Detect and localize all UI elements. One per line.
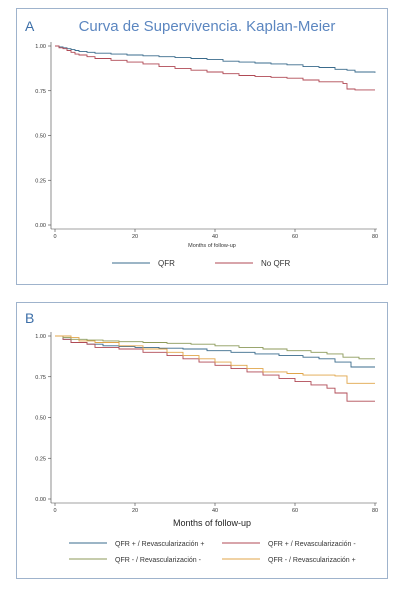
- y-tick-label: 0.00: [35, 497, 46, 503]
- series-line-1: [55, 45, 376, 73]
- x-tick-label: 20: [132, 508, 138, 514]
- y-tick-label: 0.75: [35, 375, 46, 381]
- legend-label-3: QFR - / Revascularización -: [115, 557, 202, 564]
- y-tick-label: 0.50: [35, 416, 46, 422]
- x-tick-label: 20: [132, 234, 138, 240]
- legend-a: QFR No QFR: [112, 259, 291, 268]
- kaplan-meier-chart-a: A Curva de Supervivencia. Kaplan-Meier 0…: [25, 18, 378, 268]
- series-line-2: [55, 45, 375, 91]
- x-tick-label: 40: [212, 234, 218, 240]
- x-tick-label: 0: [53, 234, 56, 240]
- legend-label-1: QFR + / Revascularización +: [115, 541, 204, 548]
- y-tick-label: 0.00: [35, 223, 46, 229]
- panel-letter-b: B: [25, 310, 34, 326]
- x-tick-label: 80: [372, 234, 378, 240]
- y-tick-label: 0.25: [35, 456, 46, 462]
- panel-letter-a: A: [25, 18, 35, 34]
- legend-label-2: QFR + / Revascularización -: [268, 541, 356, 548]
- x-tick-label: 60: [292, 234, 298, 240]
- panel-b: B 0.00 0.25 0.50 0.75 1.00 0 20 40 60 80 Months o…: [16, 302, 388, 579]
- legend-b: QFR + / Revascularización + QFR + / Revas…: [69, 541, 356, 564]
- axes-b: 0.00 0.25 0.50 0.75 1.00 0 20 40 60 80: [35, 332, 378, 514]
- x-tick-label: 40: [212, 508, 218, 514]
- legend-label-1: QFR: [158, 259, 175, 268]
- y-tick-label: 0.50: [35, 134, 46, 140]
- x-tick-label: 80: [372, 508, 378, 514]
- panel-a: A Curva de Supervivencia. Kaplan-Meier 0…: [16, 8, 388, 285]
- series-line-3: [55, 335, 375, 360]
- series-line-4: [55, 335, 375, 384]
- legend-label-4: QFR - / Revascularización +: [268, 557, 356, 564]
- axes-a: 0.00 0.25 0.50 0.75 1.00 0 20 40 60 80: [35, 42, 378, 240]
- series-line-2: [55, 335, 375, 402]
- plot-area-b: [55, 335, 375, 402]
- legend-label-2: No QFR: [261, 259, 291, 268]
- y-tick-label: 1.00: [35, 334, 46, 340]
- x-tick-label: 60: [292, 508, 298, 514]
- plot-area-a: [55, 45, 376, 91]
- x-tick-label: 0: [53, 508, 56, 514]
- y-tick-label: 0.25: [35, 178, 46, 184]
- x-axis-label-b: Months of follow-up: [173, 518, 251, 528]
- y-tick-label: 1.00: [35, 44, 46, 50]
- x-axis-label-a: Months of follow-up: [188, 243, 236, 249]
- chart-title: Curva de Supervivencia. Kaplan-Meier: [79, 18, 336, 35]
- kaplan-meier-chart-b: B 0.00 0.25 0.50 0.75 1.00 0 20 40 60 80 Months o…: [25, 310, 378, 564]
- y-tick-label: 0.75: [35, 89, 46, 95]
